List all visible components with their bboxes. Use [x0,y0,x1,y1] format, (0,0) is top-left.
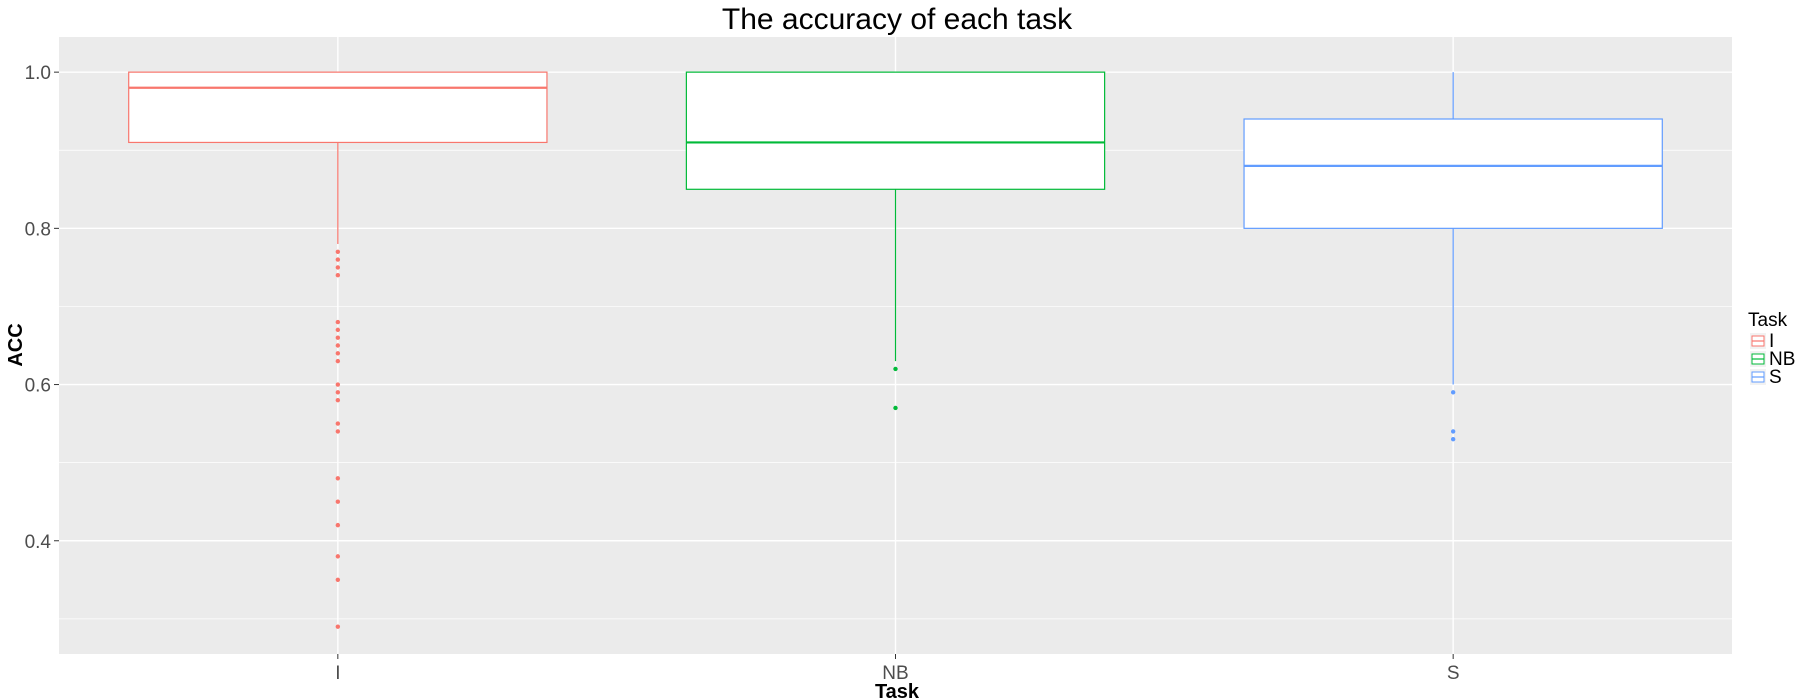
box-I [128,71,548,629]
outlier-point [335,382,341,387]
box-iqr [1243,118,1663,229]
legend-item-NB: NB [1750,349,1795,370]
outlier-point [335,429,341,434]
y-tick-label: 1.0 [25,63,51,84]
x-tick-label: I [335,663,340,684]
boxes-layer [128,71,1663,629]
x-axis: I NB S [335,654,1460,684]
x-tick-label: S [1447,663,1460,684]
outlier-point [335,577,341,583]
legend-item-S: S [1750,367,1782,388]
box-NB [685,71,1106,411]
x-axis-title: Task [875,681,920,700]
outlier-point [1450,390,1456,395]
y-axis: 0.4 0.6 0.8 1.0 [25,63,59,553]
outlier-point [893,405,898,411]
outlier-point [893,366,898,372]
y-tick-label: 0.6 [25,376,51,397]
chart-title: The accuracy of each task [722,3,1073,36]
outlier-point [1450,437,1456,442]
outlier-point [335,522,341,528]
outlier-point [335,257,341,262]
outlier-point [335,249,341,254]
legend-item-I: I [1750,331,1774,352]
box-iqr [128,71,548,144]
outlier-point [335,397,341,403]
outlier-point [335,358,341,364]
outlier-point [335,499,341,504]
outlier-point [335,265,341,270]
outlier-point [335,335,341,340]
outlier-point [335,476,341,481]
outlier-point [335,351,341,356]
box-S [1243,72,1663,442]
outlier-point [335,343,341,348]
legend-title: Task [1748,310,1788,331]
legend-label: S [1769,367,1782,388]
outlier-point [335,624,341,629]
outlier-point [335,421,341,426]
outlier-point [335,390,341,395]
y-tick-label: 0.8 [25,219,51,240]
outlier-point [335,327,341,333]
outlier-point [1450,429,1456,434]
box-iqr [685,71,1106,190]
legend-label: NB [1769,349,1795,370]
x-tick-label: NB [882,663,908,684]
legend-label: I [1769,331,1774,352]
y-tick-label: 0.4 [25,532,52,553]
outlier-point [335,554,341,559]
y-axis-title: ACC [5,323,27,366]
outlier-point [335,319,341,325]
outlier-point [335,273,341,278]
